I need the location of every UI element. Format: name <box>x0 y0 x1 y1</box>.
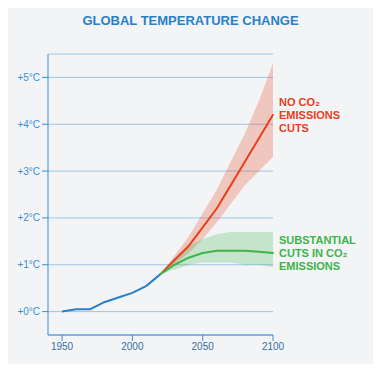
svg-text:2050: 2050 <box>192 341 215 352</box>
svg-text:2000: 2000 <box>121 341 144 352</box>
svg-text:+4°C: +4°C <box>17 119 40 130</box>
svg-text:1950: 1950 <box>51 341 74 352</box>
html-text:GLOBAL TEMPERATURE CHANGE: GLOBAL TEMPERATURE CHANGE <box>82 13 299 28</box>
svg-text:+1°C: +1°C <box>17 259 40 270</box>
svg-text:SUBSTANTIALCUTS IN CO₂EMISSION: SUBSTANTIALCUTS IN CO₂EMISSIONS <box>279 234 356 272</box>
svg-text:+0°C: +0°C <box>17 306 40 317</box>
svg-text:NO CO₂EMISSIONSCUTS: NO CO₂EMISSIONSCUTS <box>279 96 340 134</box>
svg-text:2100: 2100 <box>262 341 285 352</box>
svg-text:+3°C: +3°C <box>17 166 40 177</box>
svg-text:+2°C: +2°C <box>17 212 40 223</box>
svg-text:+5°C: +5°C <box>17 72 40 83</box>
